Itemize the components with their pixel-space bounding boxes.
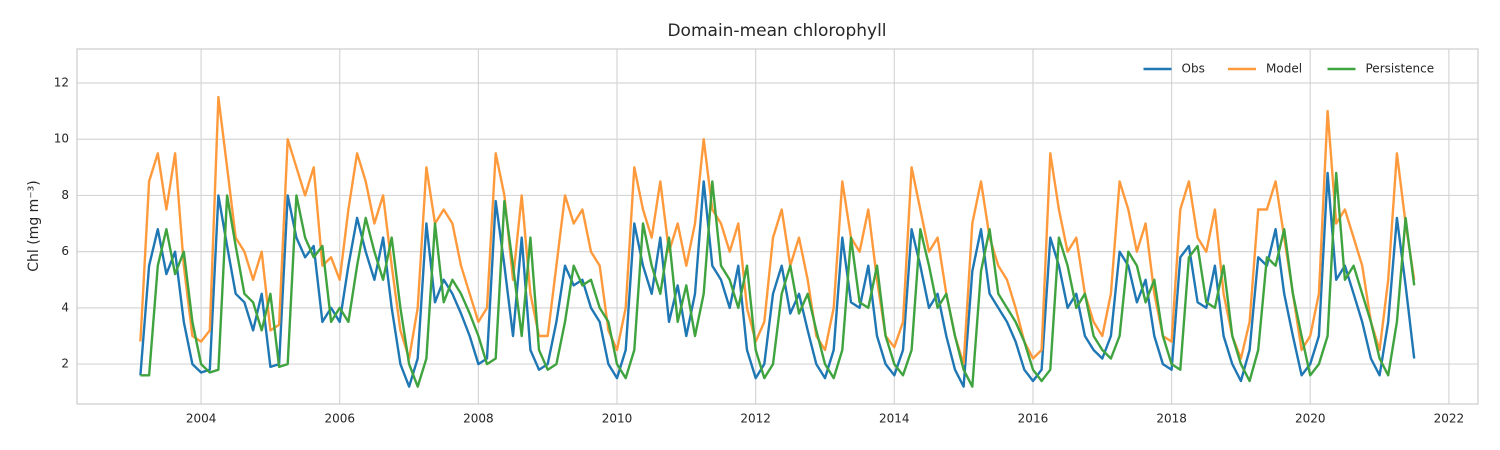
x-tick-label: 2020 bbox=[1295, 412, 1326, 426]
legend-label: Model bbox=[1266, 62, 1302, 76]
x-tick-label: 2006 bbox=[324, 412, 355, 426]
y-tick-label: 8 bbox=[61, 188, 69, 202]
x-tick-label: 2014 bbox=[879, 412, 910, 426]
legend-label: Obs bbox=[1182, 62, 1205, 76]
y-tick-label: 12 bbox=[54, 76, 69, 90]
y-tick-label: 4 bbox=[61, 300, 69, 314]
x-tick-label: 2010 bbox=[602, 412, 633, 426]
chart-title: Domain-mean chlorophyll bbox=[667, 21, 886, 41]
y-tick-label: 6 bbox=[61, 244, 69, 258]
legend: Obs Model Persistence bbox=[1143, 62, 1435, 76]
y-tick-label: 2 bbox=[61, 357, 69, 371]
x-tick-label: 2012 bbox=[740, 412, 771, 426]
series-line bbox=[139, 171, 1416, 388]
series-line bbox=[139, 95, 1416, 366]
x-tick-label: 2004 bbox=[186, 412, 217, 426]
x-tick-label: 2016 bbox=[1018, 412, 1049, 426]
legend-label: Persistence bbox=[1366, 62, 1435, 76]
x-tick-label: 2022 bbox=[1434, 412, 1465, 426]
x-tick-label: 2008 bbox=[463, 412, 494, 426]
y-tick-label: 10 bbox=[54, 132, 69, 146]
x-tick-label: 2018 bbox=[1156, 412, 1187, 426]
plot-lines bbox=[139, 95, 1416, 388]
series-line bbox=[140, 171, 1416, 388]
y-axis-label: Chl (mg m⁻³) bbox=[26, 180, 42, 272]
plot-frame bbox=[76, 48, 1479, 405]
